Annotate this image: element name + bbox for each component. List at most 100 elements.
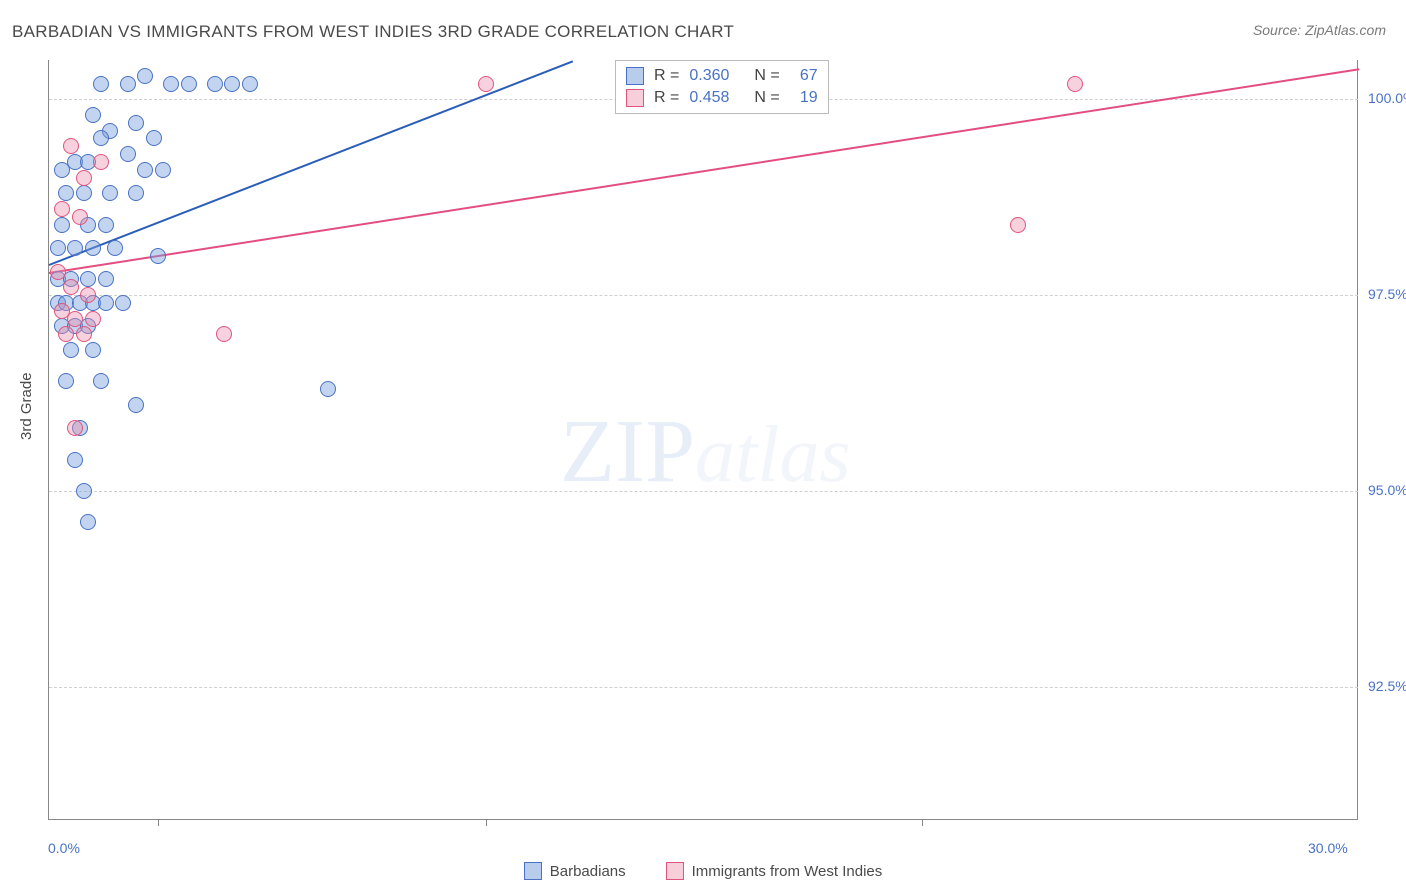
scatter-point <box>115 295 131 311</box>
scatter-point <box>207 76 223 92</box>
stats-row: R = 0.360 N = 67 <box>626 65 818 87</box>
scatter-point <box>102 185 118 201</box>
x-axis-min-label: 0.0% <box>48 840 80 856</box>
scatter-point <box>128 185 144 201</box>
scatter-point <box>58 295 74 311</box>
scatter-point <box>320 381 336 397</box>
scatter-point <box>58 185 74 201</box>
scatter-point <box>76 326 92 342</box>
stat-r-value: 0.458 <box>689 89 744 107</box>
gridline <box>49 491 1358 492</box>
scatter-point <box>120 76 136 92</box>
y-tick-label: 92.5% <box>1368 678 1406 694</box>
scatter-point <box>72 295 88 311</box>
scatter-point <box>54 217 70 233</box>
scatter-point <box>80 154 96 170</box>
trend-line <box>49 60 574 266</box>
scatter-point <box>50 240 66 256</box>
plot-right-border <box>1357 60 1358 819</box>
scatter-point <box>54 303 70 319</box>
scatter-point <box>98 295 114 311</box>
scatter-point <box>50 271 66 287</box>
stat-n-value: 19 <box>790 89 818 107</box>
scatter-point <box>54 318 70 334</box>
scatter-point <box>85 107 101 123</box>
scatter-point <box>93 76 109 92</box>
scatter-point <box>85 240 101 256</box>
scatter-point <box>50 295 66 311</box>
scatter-point <box>50 264 66 280</box>
scatter-point <box>76 185 92 201</box>
chart-title: BARBADIAN VS IMMIGRANTS FROM WEST INDIES… <box>12 22 734 42</box>
x-tick <box>486 819 487 826</box>
scatter-point <box>128 397 144 413</box>
scatter-point <box>54 201 70 217</box>
scatter-point <box>137 68 153 84</box>
scatter-point <box>80 287 96 303</box>
scatter-point <box>224 76 240 92</box>
scatter-point <box>72 420 88 436</box>
x-tick <box>158 819 159 826</box>
scatter-point <box>181 76 197 92</box>
stats-box: R = 0.360 N = 67R = 0.458 N = 19 <box>615 60 829 114</box>
scatter-point <box>72 209 88 225</box>
plot-area <box>48 60 1358 820</box>
scatter-point <box>67 452 83 468</box>
scatter-point <box>478 76 494 92</box>
scatter-point <box>67 318 83 334</box>
scatter-point <box>98 217 114 233</box>
legend-label: Barbadians <box>550 863 626 880</box>
y-axis-label: 3rd Grade <box>18 372 35 440</box>
scatter-point <box>242 76 258 92</box>
source-label: Source: ZipAtlas.com <box>1253 22 1386 38</box>
scatter-point <box>216 326 232 342</box>
stat-n-value: 67 <box>790 67 818 85</box>
scatter-point <box>76 483 92 499</box>
scatter-point <box>85 295 101 311</box>
scatter-point <box>128 115 144 131</box>
scatter-point <box>67 311 83 327</box>
scatter-point <box>63 271 79 287</box>
legend-swatch <box>524 862 542 880</box>
scatter-point <box>63 279 79 295</box>
scatter-point <box>58 373 74 389</box>
scatter-point <box>54 162 70 178</box>
scatter-point <box>93 373 109 389</box>
legend-item: Immigrants from West Indies <box>666 862 883 880</box>
y-tick-label: 100.0% <box>1368 90 1406 106</box>
scatter-point <box>80 318 96 334</box>
stat-n-label: N = <box>754 67 779 85</box>
stat-n-label: N = <box>754 89 779 107</box>
x-tick <box>922 819 923 826</box>
scatter-point <box>63 342 79 358</box>
scatter-point <box>120 146 136 162</box>
scatter-point <box>80 514 96 530</box>
y-tick-label: 95.0% <box>1368 482 1406 498</box>
scatter-point <box>58 326 74 342</box>
scatter-point <box>1010 217 1026 233</box>
scatter-point <box>150 248 166 264</box>
stat-r-value: 0.360 <box>689 67 744 85</box>
scatter-point <box>63 138 79 154</box>
scatter-point <box>163 76 179 92</box>
chart-container: BARBADIAN VS IMMIGRANTS FROM WEST INDIES… <box>0 0 1406 892</box>
scatter-point <box>155 162 171 178</box>
scatter-point <box>85 342 101 358</box>
stats-row: R = 0.458N = 19 <box>626 87 818 109</box>
scatter-point <box>93 130 109 146</box>
scatter-point <box>76 170 92 186</box>
stat-r-label: R = <box>654 67 679 85</box>
legend-label: Immigrants from West Indies <box>692 863 883 880</box>
legend-swatch <box>666 862 684 880</box>
scatter-point <box>80 271 96 287</box>
bottom-legend: Barbadians Immigrants from West Indies <box>0 862 1406 880</box>
scatter-point <box>107 240 123 256</box>
gridline <box>49 295 1358 296</box>
scatter-point <box>146 130 162 146</box>
legend-item: Barbadians <box>524 862 626 880</box>
scatter-point <box>67 240 83 256</box>
scatter-point <box>1067 76 1083 92</box>
scatter-point <box>98 271 114 287</box>
scatter-point <box>137 162 153 178</box>
scatter-point <box>93 154 109 170</box>
